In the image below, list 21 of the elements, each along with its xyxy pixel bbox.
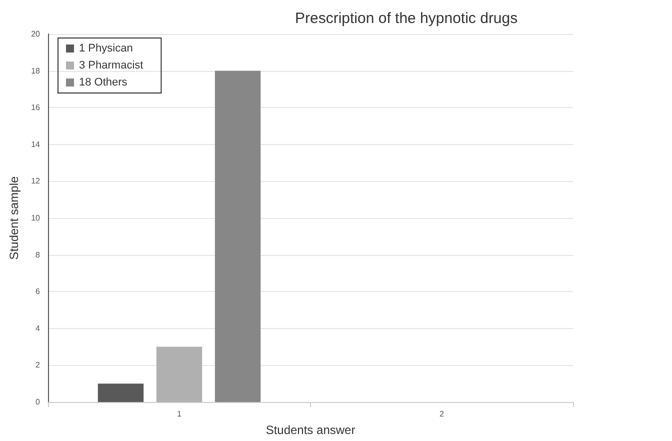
y-tick-label: 4 xyxy=(36,324,41,333)
bar xyxy=(156,346,202,402)
chart-title: Prescription of the hypnotic drugs xyxy=(295,10,518,27)
legend-label: 18 Others xyxy=(79,76,128,88)
x-tick-label: 1 xyxy=(177,410,182,418)
y-tick-label: 0 xyxy=(36,398,41,406)
y-tick-label: 18 xyxy=(31,66,41,76)
y-tick-label: 14 xyxy=(31,140,41,149)
y-tick-label: 10 xyxy=(31,214,41,222)
y-tick-label: 12 xyxy=(31,176,41,186)
y-tick-label: 6 xyxy=(36,287,41,296)
bar xyxy=(98,384,144,402)
y-tick-label: 16 xyxy=(31,103,41,112)
y-axis-title: Student sample xyxy=(7,176,21,260)
legend-label: 1 Physican xyxy=(79,42,133,54)
y-tick-label: 2 xyxy=(36,360,41,370)
y-tick-label: 8 xyxy=(36,250,41,260)
y-tick-label: 20 xyxy=(31,30,41,38)
bar xyxy=(214,70,261,402)
legend-label: 3 Pharmacist xyxy=(79,60,144,72)
x-axis-title: Students answer xyxy=(266,423,356,437)
